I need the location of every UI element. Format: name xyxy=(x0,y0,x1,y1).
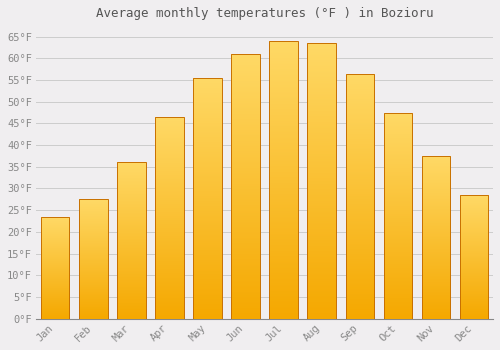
Bar xyxy=(193,78,222,318)
Title: Average monthly temperatures (°F ) in Bozioru: Average monthly temperatures (°F ) in Bo… xyxy=(96,7,434,20)
Bar xyxy=(460,195,488,318)
Bar xyxy=(422,156,450,318)
Bar xyxy=(384,113,412,319)
Bar xyxy=(79,199,108,318)
Bar xyxy=(346,74,374,318)
Bar xyxy=(117,162,145,318)
Bar xyxy=(232,54,260,318)
Bar xyxy=(308,43,336,318)
Bar xyxy=(41,217,70,318)
Bar xyxy=(155,117,184,318)
Bar xyxy=(270,41,298,318)
